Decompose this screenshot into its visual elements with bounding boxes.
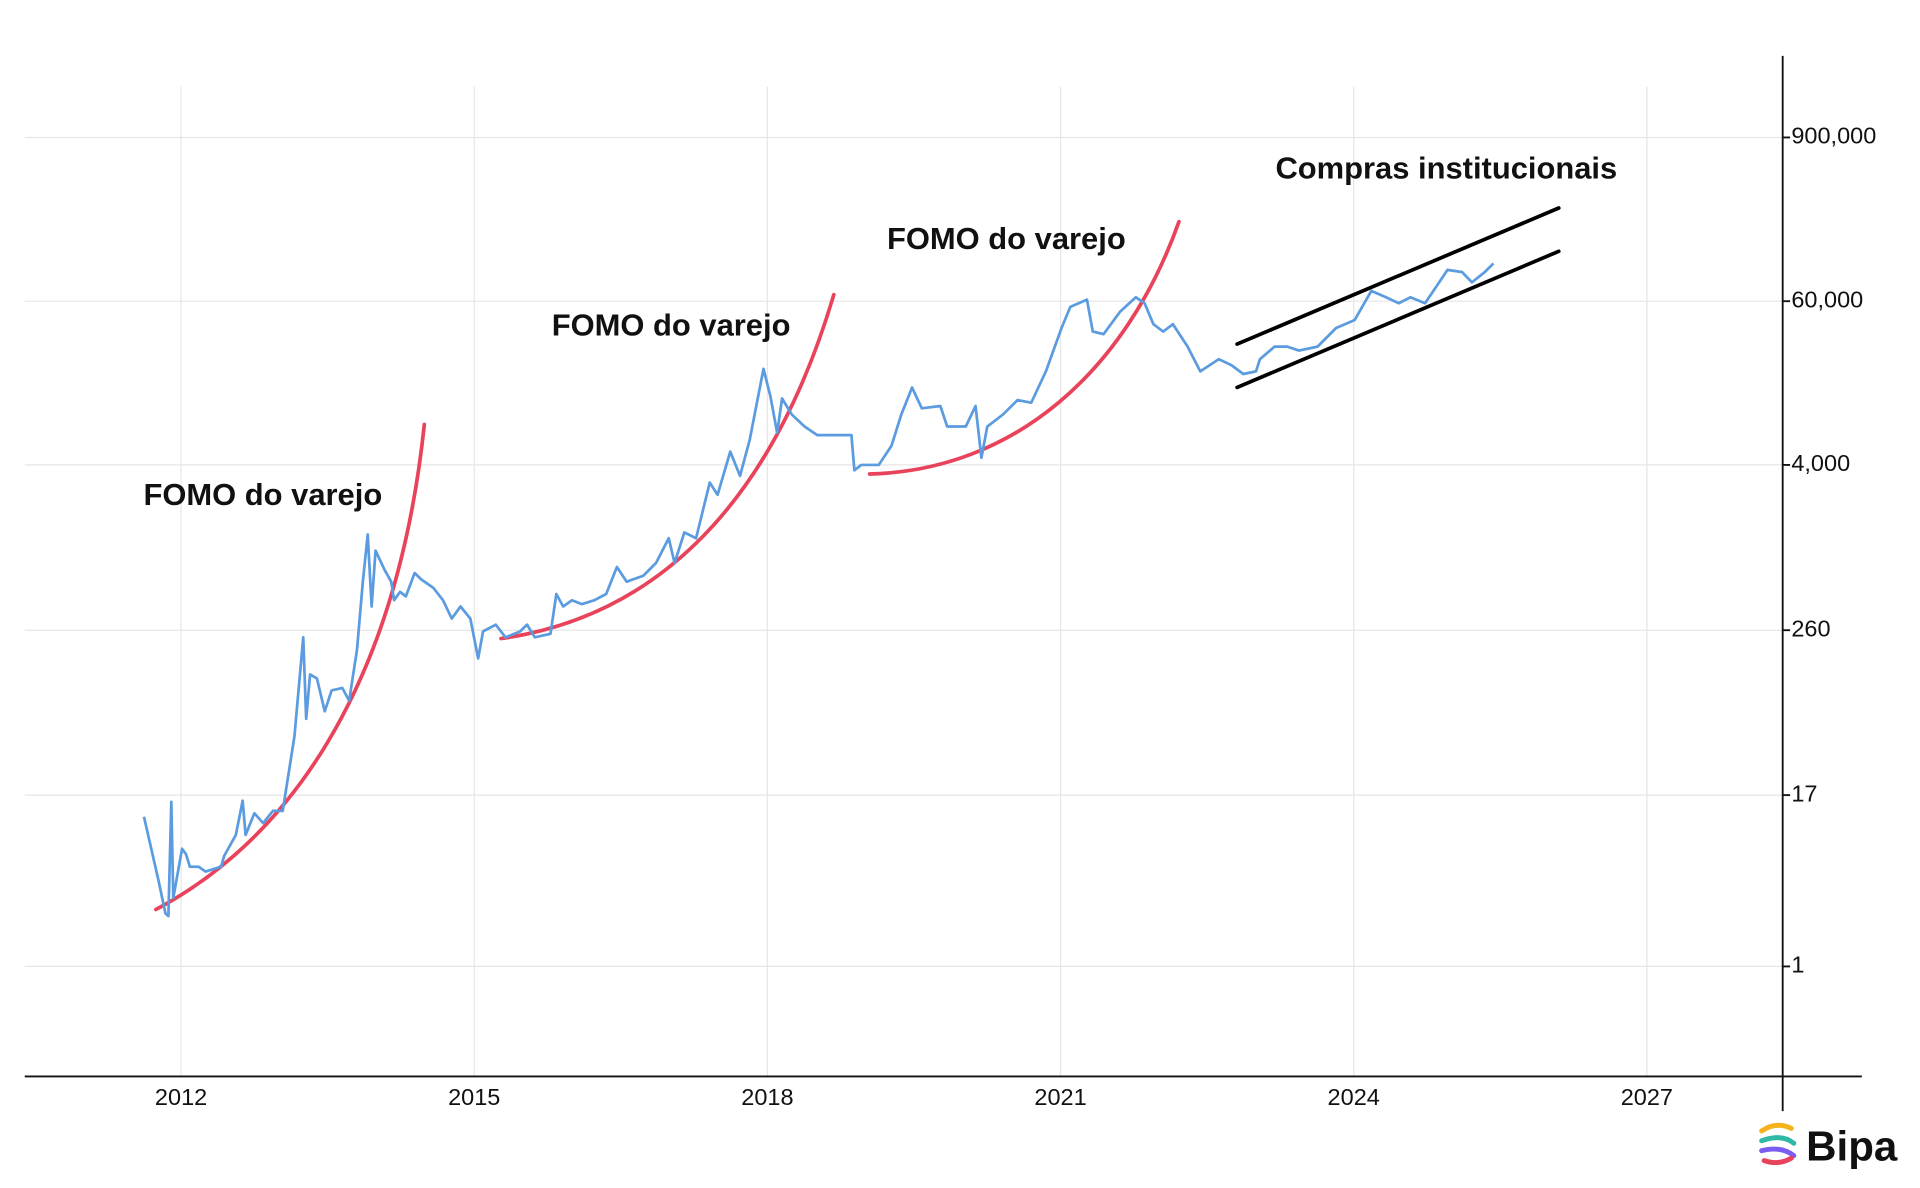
annotation: FOMO do varejo xyxy=(887,221,1126,256)
channel-line xyxy=(1235,206,1561,346)
x-tick-label: 2021 xyxy=(1034,1084,1086,1110)
y-tick-label: 60,000 xyxy=(1791,286,1863,312)
grid xyxy=(24,86,1783,1077)
y-tick-label: 4,000 xyxy=(1791,450,1850,476)
logo-icon xyxy=(1759,1122,1797,1166)
x-tick-label: 2015 xyxy=(448,1084,500,1110)
logo-text: Bipa xyxy=(1806,1123,1898,1170)
x-tick-label: 2024 xyxy=(1328,1084,1380,1110)
annotation: Compras institucionais xyxy=(1275,150,1617,185)
y-tick-label: 1 xyxy=(1791,952,1804,978)
price-line xyxy=(142,262,1495,918)
y-tick-label: 260 xyxy=(1791,615,1830,641)
x-tick-label: 2027 xyxy=(1621,1084,1673,1110)
trend-curve xyxy=(867,219,1181,476)
channel-line xyxy=(1235,249,1561,390)
annotation: FOMO do varejo xyxy=(144,477,383,512)
y-tick-label: 17 xyxy=(1791,780,1817,806)
trend-curve xyxy=(154,422,427,912)
x-tick-label: 2018 xyxy=(741,1084,793,1110)
trend-curve xyxy=(499,292,836,641)
y-tick-label: 900,000 xyxy=(1791,123,1876,149)
x-tick-label: 2012 xyxy=(155,1084,207,1110)
annotation: FOMO do varejo xyxy=(552,307,791,342)
